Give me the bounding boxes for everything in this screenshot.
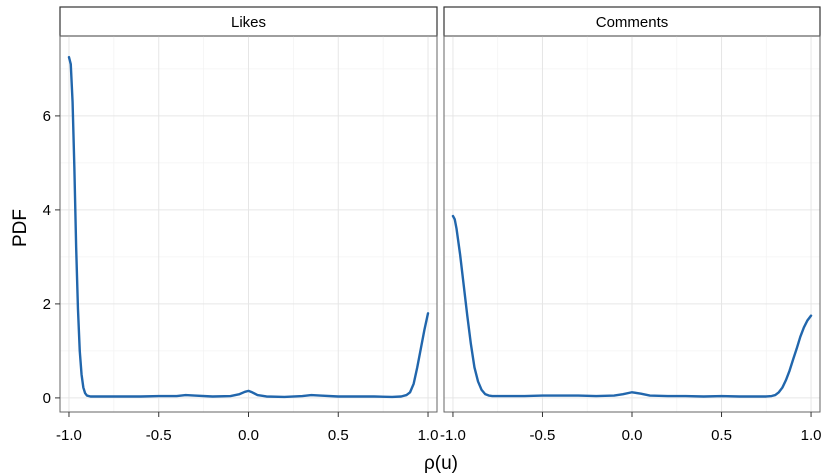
strip-background: [59, 6, 438, 37]
pdf-line-comments: [451, 214, 813, 398]
grid-lines: [444, 36, 820, 412]
x-tick-label: 0.5: [328, 427, 349, 444]
x-tick-label: 0.0: [238, 427, 259, 444]
strip-label: Comments: [596, 14, 669, 31]
strip-background: [443, 6, 821, 37]
y-tick-label: 4: [43, 202, 51, 219]
x-tick-label: -1.0: [56, 427, 82, 444]
x-axis-title: ρ(u): [424, 453, 458, 473]
x-tick-label: -0.5: [530, 427, 556, 444]
x-axis: -1.0 -0.5 0.0 0.5 1.0 -1.0 -0.5 0.0 0.5 1.0: [56, 412, 821, 444]
y-tick-label: 6: [43, 108, 51, 125]
grid-lines: [60, 36, 437, 412]
panel-comments: Comments: [443, 6, 821, 413]
y-axis-title: PDF: [10, 209, 31, 247]
x-tick-label: -0.5: [146, 427, 172, 444]
x-tick-label: -1.0: [440, 427, 466, 444]
y-tick-label: 0: [43, 390, 51, 407]
y-tick-label: 2: [43, 296, 51, 313]
panel-likes: Likes: [59, 6, 438, 413]
panels-layer: Likes Comments: [59, 6, 821, 413]
pdf-line-likes: [67, 55, 430, 399]
x-tick-label: 0.5: [711, 427, 732, 444]
x-tick-label: 1.0: [801, 427, 822, 444]
x-tick-label: 0.0: [622, 427, 643, 444]
strip-label: Likes: [231, 14, 266, 31]
x-tick-label: 1.0: [418, 427, 439, 444]
y-axis: 0 2 4 6: [43, 108, 60, 407]
